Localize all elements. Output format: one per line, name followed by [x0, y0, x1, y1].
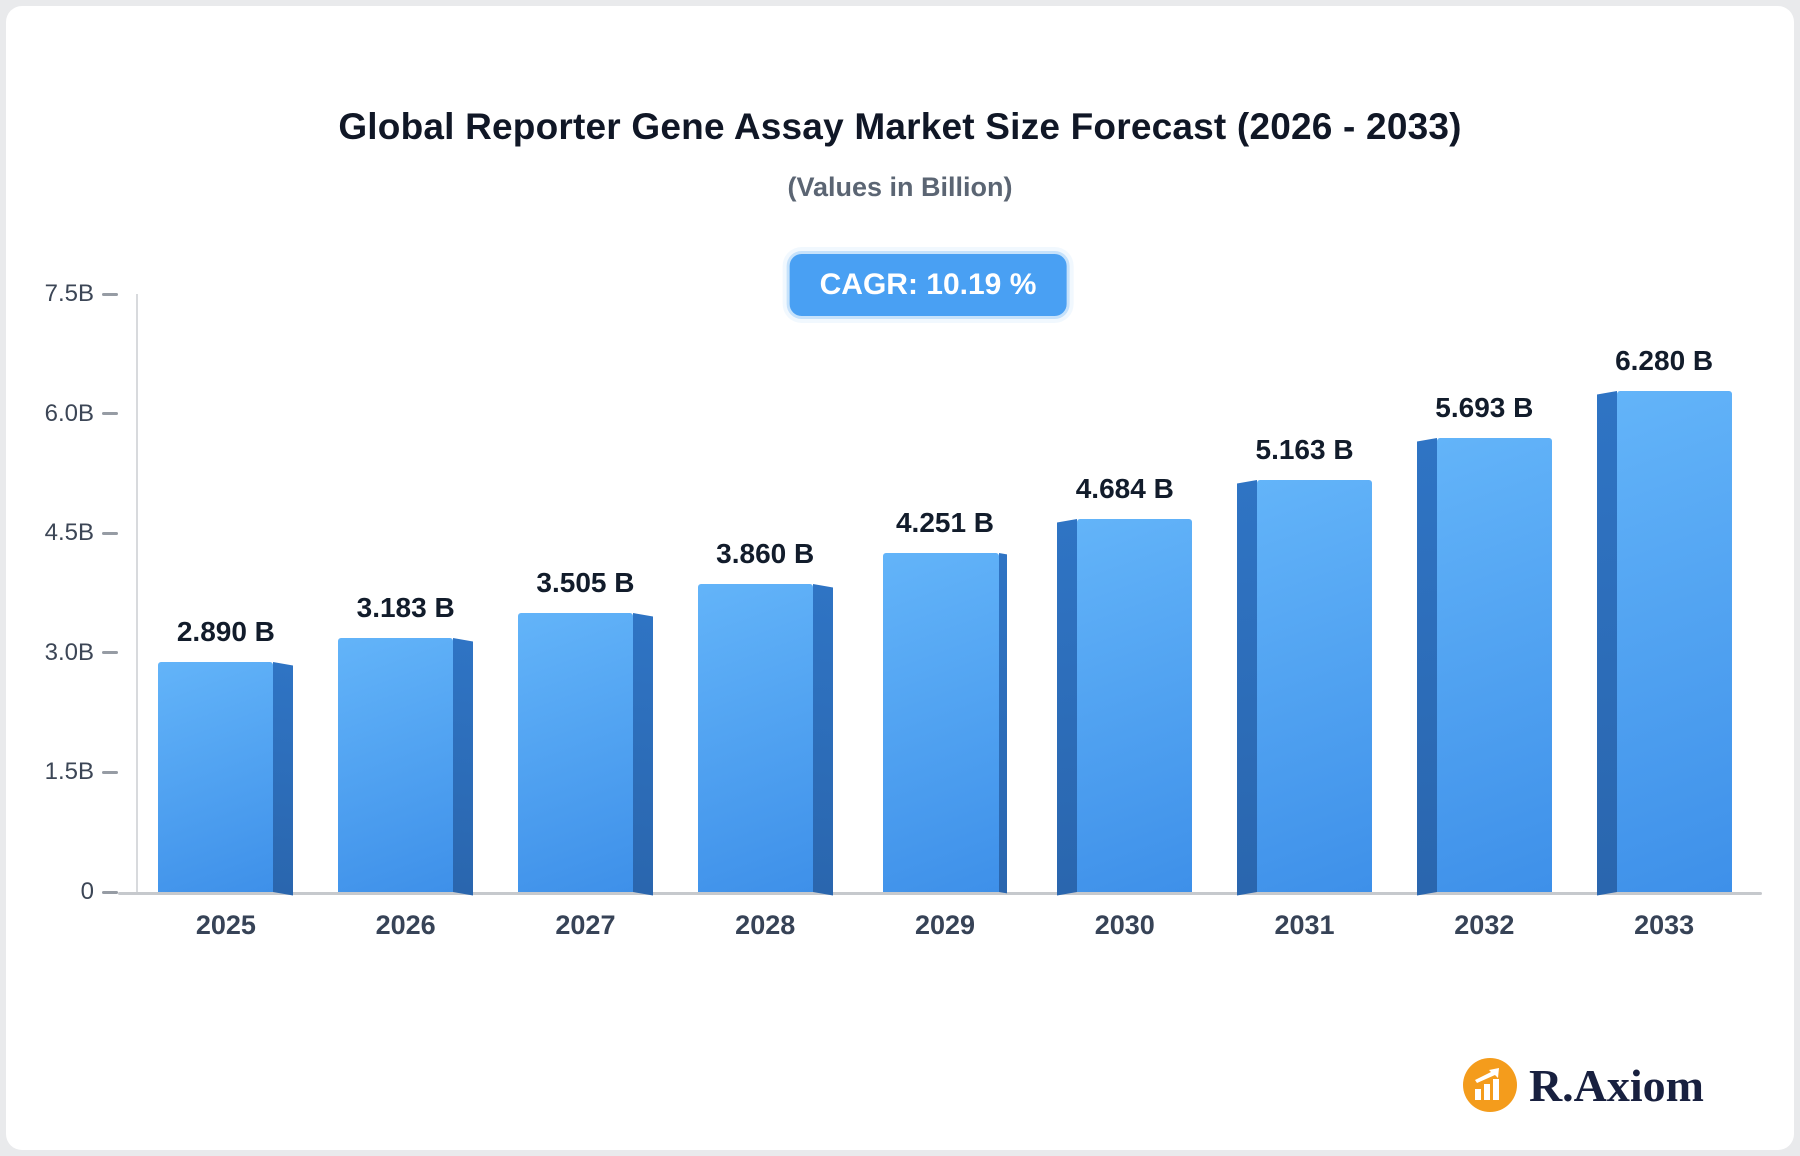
x-axis-label: 2025 [195, 910, 256, 940]
y-axis-tick [102, 531, 118, 535]
cagr-badge: CAGR: 10.19 % [789, 254, 1067, 316]
bar [697, 584, 813, 892]
bar-side-face [1416, 438, 1437, 896]
bar-value-label: 3.860 B [716, 538, 815, 570]
bar-value-label: 4.684 B [1075, 472, 1174, 504]
brand-logo: R.Axiom [1461, 1056, 1704, 1114]
y-axis-line [136, 294, 138, 892]
chart-card: Global Reporter Gene Assay Market Size F… [6, 6, 1794, 1150]
y-axis-label: 4.5B [44, 519, 94, 547]
y-axis-tick [102, 770, 118, 774]
bar-value-label: 3.505 B [536, 566, 635, 598]
y-axis-tick [102, 890, 118, 894]
x-axis-label: 2026 [375, 910, 436, 940]
x-axis-label: 2031 [1274, 910, 1335, 940]
y-axis-label: 3.0B [44, 638, 94, 666]
bar-value-label: 5.693 B [1435, 392, 1534, 424]
bar-side-face [453, 638, 474, 896]
bar-side-face [1596, 391, 1617, 896]
y-axis-tick [102, 412, 118, 416]
chart-subtitle: (Values in Billion) [787, 172, 1013, 202]
y-axis-label: 6.0B [44, 399, 94, 427]
chart-title: Global Reporter Gene Assay Market Size F… [338, 106, 1462, 147]
brand-name: R.Axiom [1528, 1059, 1704, 1111]
bar-value-label: 5.163 B [1255, 434, 1354, 466]
bar [1616, 391, 1732, 892]
x-axis-label: 2027 [555, 910, 616, 940]
bar [158, 661, 274, 892]
y-axis-label: 7.5B [44, 280, 94, 307]
bar-side-face [1057, 518, 1078, 896]
x-axis-label: 2033 [1634, 910, 1695, 940]
y-axis-label: 0 [80, 878, 94, 905]
x-axis-line [118, 892, 1762, 895]
bar [883, 553, 999, 892]
bar-side-face [632, 612, 653, 896]
bar [517, 612, 633, 892]
bar [338, 638, 454, 892]
bar-side-face [273, 661, 294, 896]
x-axis-label: 2030 [1094, 910, 1155, 940]
x-axis-label: 2028 [735, 910, 796, 940]
bar [1257, 480, 1373, 892]
y-axis-tick [102, 292, 118, 296]
bar-side-face [812, 584, 833, 896]
bar-value-label: 3.183 B [356, 592, 455, 624]
x-axis-label: 2029 [914, 910, 976, 940]
bar-side-face [998, 553, 1007, 894]
bar [1436, 438, 1552, 892]
bar-value-label: 4.251 B [895, 507, 995, 539]
x-axis-label: 2032 [1454, 910, 1515, 940]
bar-value-label: 2.890 B [176, 615, 275, 647]
y-axis-tick [102, 651, 118, 655]
bar-value-label: 6.280 B [1615, 345, 1714, 377]
bar-side-face [1237, 480, 1258, 896]
bar-chart-icon [1461, 1056, 1519, 1114]
chart: 0 1.5B 3.0B 4.5B 6.0B 7.5B 2.890 B 2025 3.183 B 2… [6, 6, 1794, 1150]
y-axis-label: 1.5B [44, 758, 94, 786]
bar [1077, 518, 1193, 892]
